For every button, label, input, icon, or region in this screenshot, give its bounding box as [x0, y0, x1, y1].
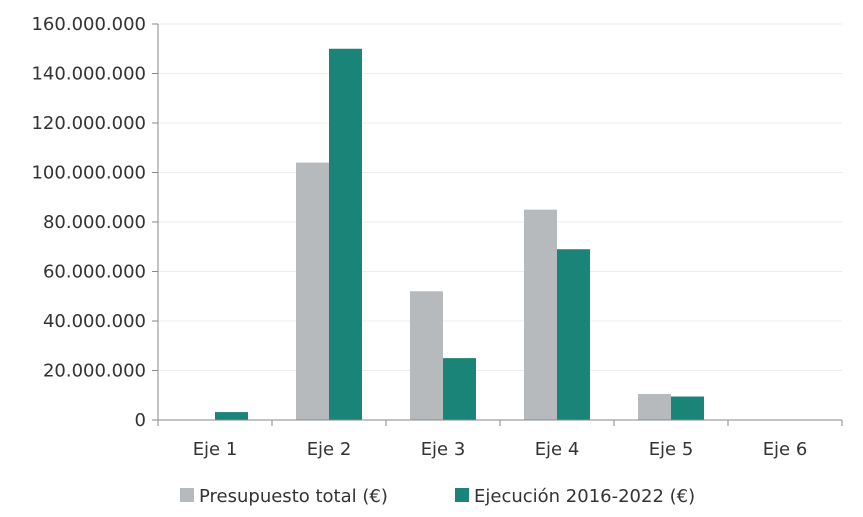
legend-label-presupuesto: Presupuesto total (€) — [199, 486, 388, 507]
y-tick-label: 0 — [135, 410, 146, 431]
bar-ejecucion-3 — [443, 358, 476, 420]
x-tick-label: Eje 1 — [193, 439, 238, 460]
bars — [215, 48, 704, 420]
legend-swatch-ejecucion — [455, 488, 469, 502]
y-tick-label: 120.000.000 — [31, 113, 146, 134]
y-tick-label: 100.000.000 — [31, 163, 146, 184]
y-tick-label: 160.000.000 — [31, 14, 146, 35]
bar-ejecucion-1 — [215, 412, 248, 420]
bar-ejecucion-2 — [329, 48, 362, 420]
x-tick-label: Eje 4 — [535, 439, 580, 460]
bar-presupuesto-4 — [524, 209, 557, 420]
y-tick-label: 140.000.000 — [31, 64, 146, 85]
bar-presupuesto-3 — [410, 291, 443, 420]
x-tick-label: Eje 2 — [307, 439, 352, 460]
y-tick-label: 40.000.000 — [43, 311, 146, 332]
y-axis: 0 20.000.000 40.000.000 60.000.000 80.000.00… — [31, 14, 159, 431]
x-axis: Eje 1 Eje 2 Eje 3 Eje 4 Eje 5 Eje 6 — [157, 419, 843, 460]
x-tick-label: Eje 6 — [763, 439, 808, 460]
y-tick-label: 80.000.000 — [43, 212, 146, 233]
legend: Presupuesto total (€) Ejecución 2016-2022… — [180, 486, 695, 507]
y-tick-label: 20.000.000 — [43, 361, 146, 382]
x-tick-label: Eje 3 — [421, 439, 466, 460]
x-tick-label: Eje 5 — [649, 439, 694, 460]
bar-presupuesto-2 — [296, 162, 329, 420]
bar-ejecucion-5 — [671, 396, 704, 420]
legend-swatch-presupuesto — [180, 488, 194, 502]
y-tick-label: 60.000.000 — [43, 262, 146, 283]
gridlines — [158, 23, 842, 371]
bar-ejecucion-4 — [557, 249, 590, 420]
legend-label-ejecucion: Ejecución 2016-2022 (€) — [474, 486, 695, 507]
bar-presupuesto-5 — [638, 394, 671, 420]
